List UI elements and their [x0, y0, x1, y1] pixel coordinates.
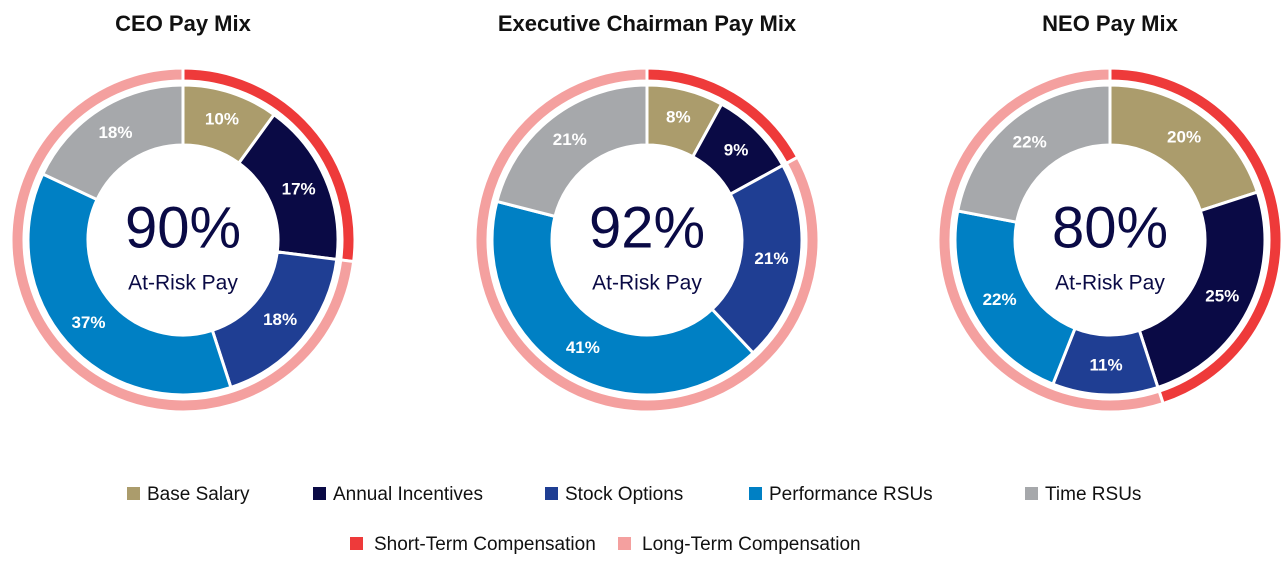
legend-swatch	[127, 487, 140, 500]
data-label: 18%	[263, 310, 297, 329]
legend-label: Long-Term Compensation	[642, 534, 861, 555]
data-label: 11%	[1089, 355, 1122, 374]
pie-segment	[26, 172, 233, 397]
legend-label: Base Salary	[147, 484, 250, 505]
ring-segment	[473, 66, 821, 414]
legend-swatch	[350, 537, 363, 550]
data-label: 22%	[983, 290, 1017, 309]
center-value: 92%	[589, 195, 705, 260]
data-label: 20%	[1167, 128, 1201, 147]
legend-swatch	[313, 487, 326, 500]
center-subtitle: At-Risk Pay	[592, 272, 702, 295]
chart-title: Executive Chairman Pay Mix	[498, 11, 797, 36]
center-value: 90%	[125, 195, 241, 260]
legend-label: Stock Options	[565, 484, 683, 505]
data-label: 37%	[71, 313, 105, 332]
data-label: 41%	[566, 338, 600, 357]
legend-swatch	[1025, 487, 1038, 500]
ring-segment	[9, 66, 356, 414]
ring-segment	[936, 66, 1166, 414]
pie-segment	[40, 83, 185, 202]
legend-swatch	[749, 487, 762, 500]
data-label: 21%	[553, 130, 587, 149]
legend-label: Short-Term Compensation	[374, 534, 596, 555]
center-subtitle: At-Risk Pay	[1055, 272, 1165, 295]
chart-title: NEO Pay Mix	[1042, 11, 1178, 36]
chart-title: CEO Pay Mix	[115, 11, 251, 36]
legend-label: Annual Incentives	[333, 484, 483, 505]
data-label: 10%	[205, 110, 239, 129]
legend-label: Time RSUs	[1045, 484, 1141, 505]
legend-swatch	[618, 537, 631, 550]
pie-segment	[1108, 83, 1260, 213]
data-label: 17%	[282, 179, 316, 198]
pie-segment	[495, 83, 649, 219]
data-label: 8%	[666, 107, 691, 126]
data-label: 22%	[1013, 132, 1047, 151]
data-label: 21%	[754, 249, 788, 268]
pie-segment	[955, 83, 1112, 224]
data-label: 18%	[98, 123, 132, 142]
data-label: 9%	[724, 140, 749, 159]
data-label: 25%	[1205, 287, 1239, 306]
center-value: 80%	[1052, 195, 1168, 260]
pie-segment	[490, 199, 756, 397]
legend-swatch	[545, 487, 558, 500]
pie-segment	[1137, 190, 1267, 390]
legend-label: Performance RSUs	[769, 484, 933, 505]
center-subtitle: At-Risk Pay	[128, 272, 238, 295]
